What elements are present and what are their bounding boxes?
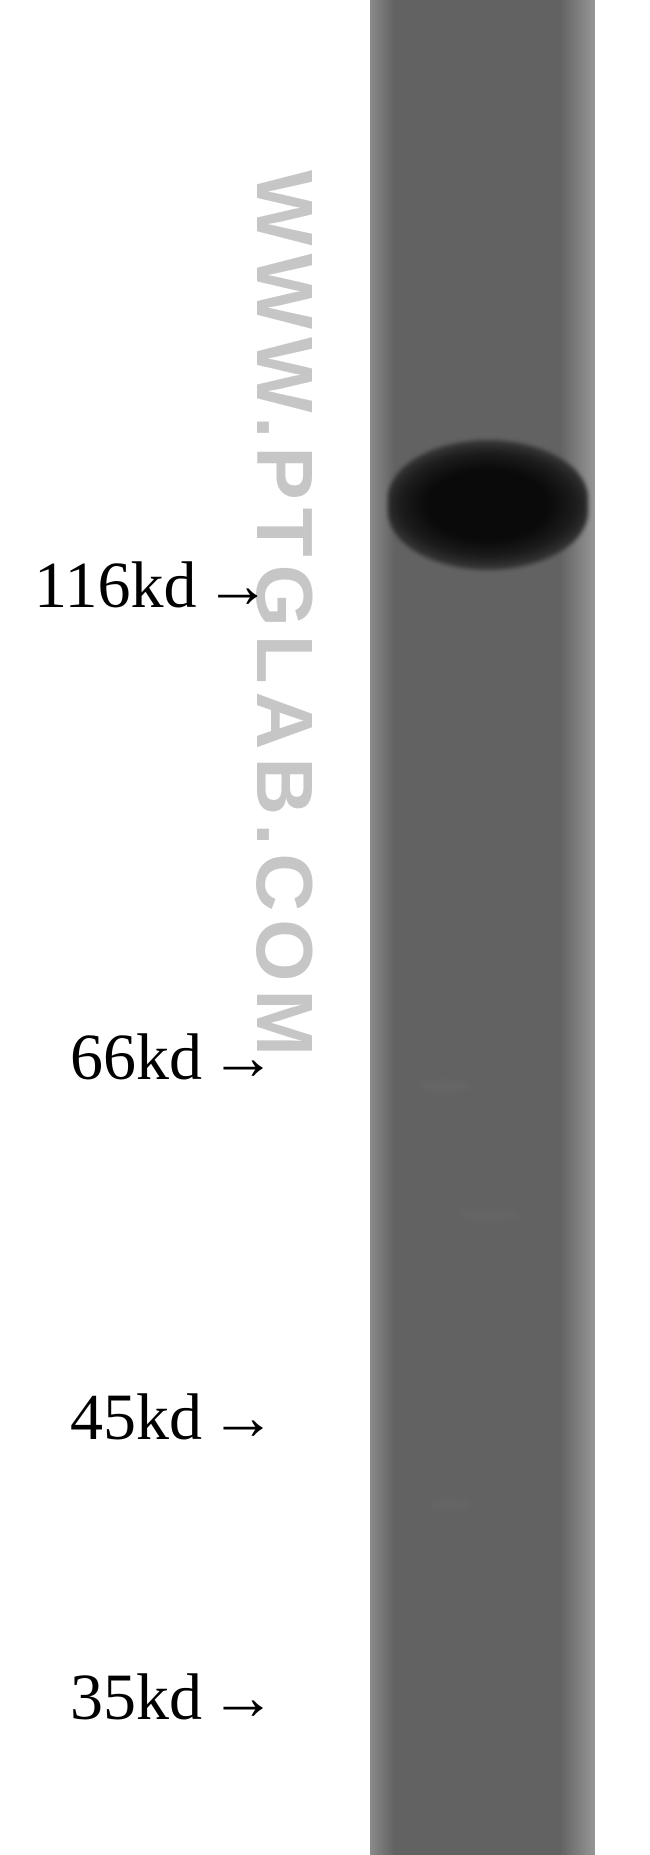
blot-noise-spot: [420, 1080, 470, 1092]
arrow-right-icon: →: [205, 553, 271, 619]
arrow-right-icon: →: [210, 1025, 276, 1091]
mw-marker: 116kd→: [34, 548, 271, 624]
blot-noise-spot: [460, 1210, 520, 1220]
blot-noise-spot: [430, 1500, 470, 1510]
mw-marker: 35kd→: [70, 1660, 276, 1736]
mw-marker: 45kd→: [70, 1380, 276, 1456]
mw-marker-label: 66kd: [70, 1020, 202, 1096]
blot-band: [388, 440, 588, 570]
arrow-right-icon: →: [210, 1665, 276, 1731]
blot-lane-shadow-left: [370, 0, 395, 1855]
mw-marker-label: 45kd: [70, 1380, 202, 1456]
mw-marker: 66kd→: [70, 1020, 276, 1096]
mw-marker-label: 116kd: [34, 548, 197, 624]
blot-lane-shadow-right: [560, 0, 595, 1855]
mw-marker-label: 35kd: [70, 1660, 202, 1736]
arrow-right-icon: →: [210, 1385, 276, 1451]
